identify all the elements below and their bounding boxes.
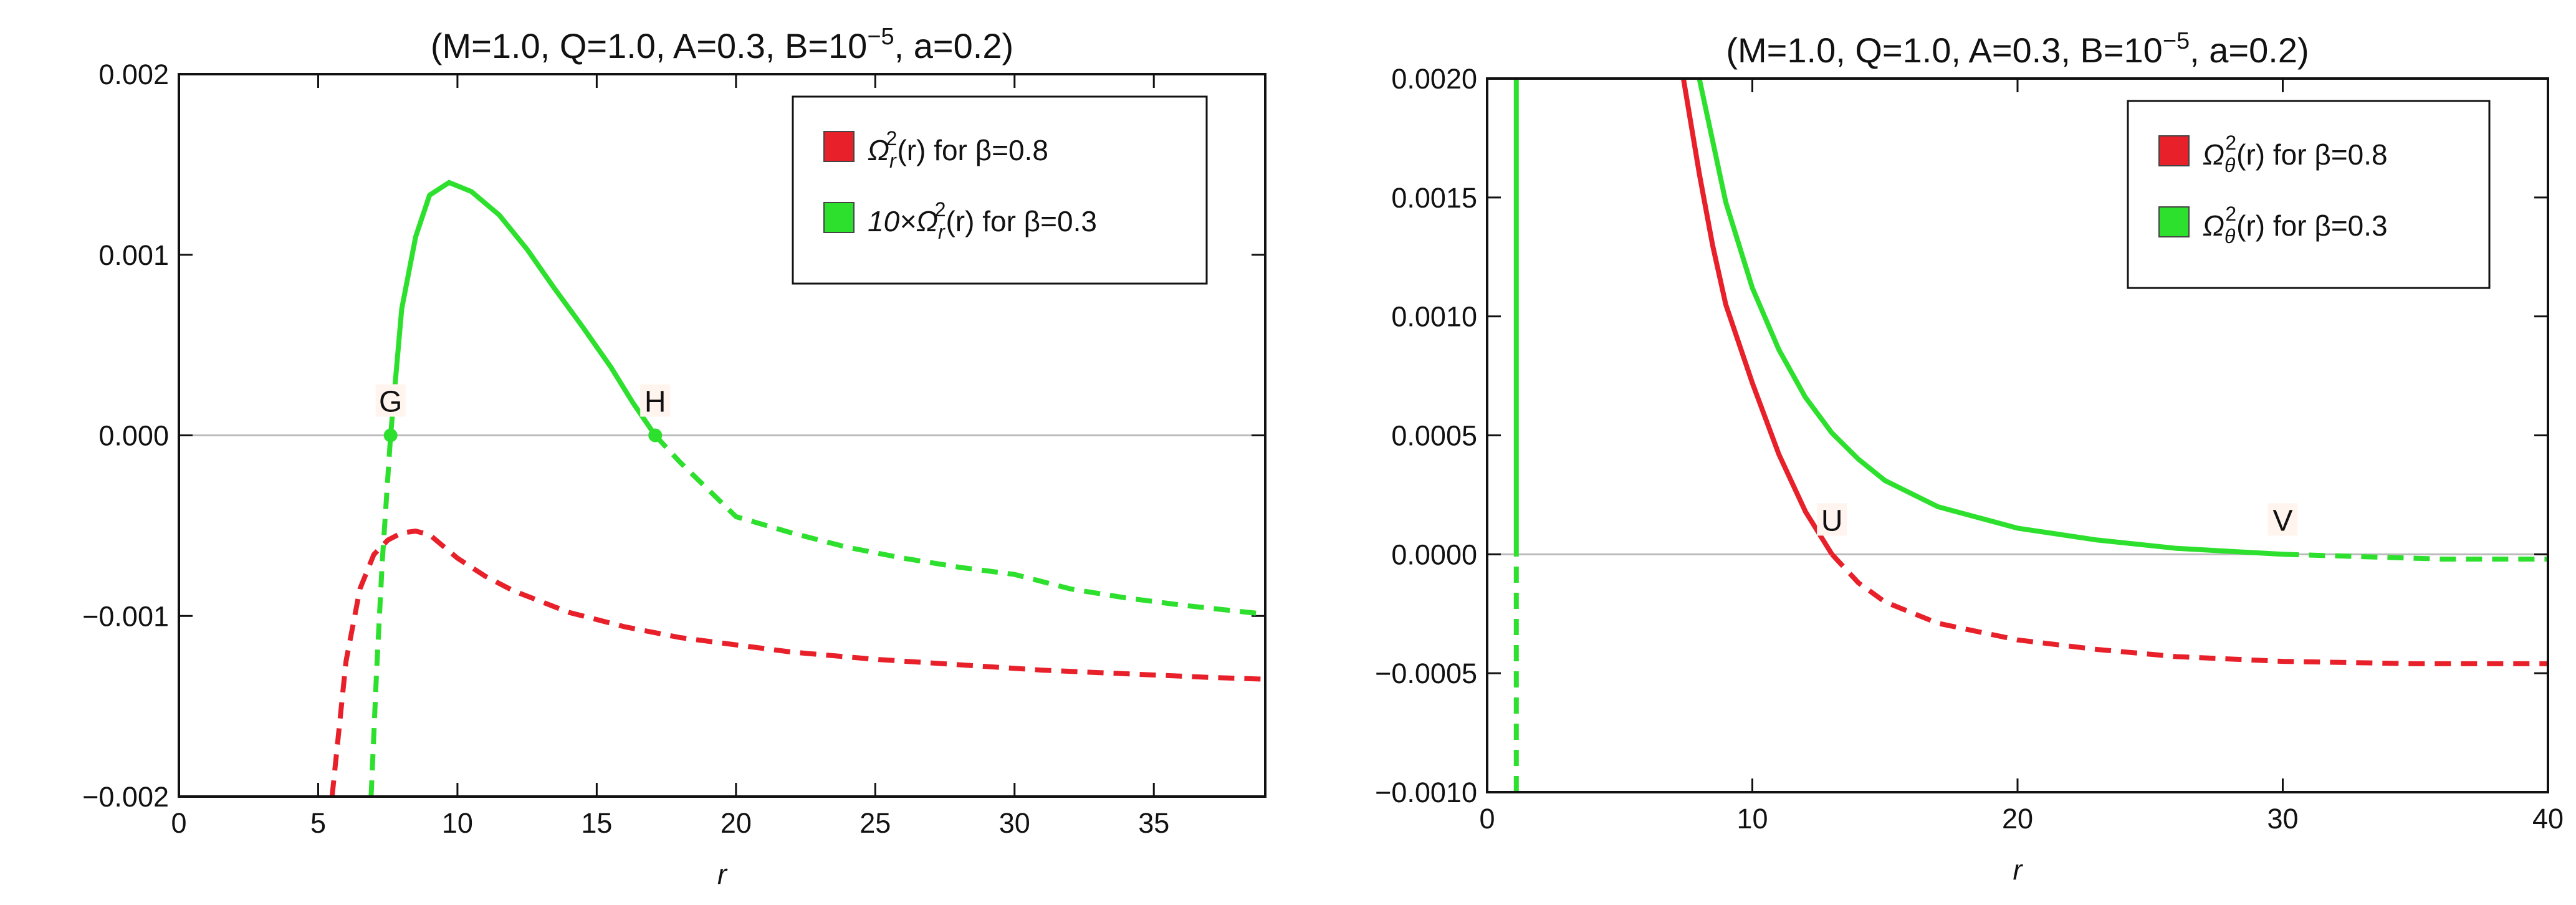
annotation-label: G xyxy=(379,386,402,419)
annotation-bg xyxy=(2267,503,2298,536)
y-tick-label: 0.0020 xyxy=(1391,63,1477,95)
x-tick-label: 0 xyxy=(1479,803,1495,835)
legend-swatch xyxy=(2158,206,2190,237)
legend-label: 10×Ωr2(r) for β=0.3 xyxy=(868,198,1097,243)
legend-part: (r) for β=0.3 xyxy=(2236,209,2387,242)
annotation-dot xyxy=(648,428,663,443)
y-tick-label: −0.001 xyxy=(82,600,169,632)
x-tick-label: 40 xyxy=(2532,803,2564,835)
x-tick-label: 15 xyxy=(581,807,612,839)
plot-area xyxy=(1513,79,2548,792)
x-tick-label: 5 xyxy=(310,807,326,839)
legend-part: θ xyxy=(2224,225,2236,247)
x-tick-label: 20 xyxy=(721,807,752,839)
series-line xyxy=(1697,79,2283,557)
x-tick-label: 20 xyxy=(2002,803,2033,835)
legend-part: Ω xyxy=(2203,138,2224,171)
plot-frame xyxy=(178,73,1266,798)
x-axis-label: r xyxy=(2013,854,2024,886)
legend-box xyxy=(2127,100,2491,289)
plot-frame xyxy=(1486,77,2549,793)
y-tick-label: −0.0005 xyxy=(1375,658,1477,689)
x-tick-label: 0 xyxy=(171,807,186,839)
series-line-dashed xyxy=(653,433,1265,617)
annotation-label: U xyxy=(1821,504,1843,537)
legend-part: 2 xyxy=(2225,203,2236,225)
legend-box xyxy=(792,95,1208,285)
annotation-label: H xyxy=(644,386,666,419)
y-tick-label: 0.001 xyxy=(98,239,169,271)
legend-part: (r) for β=0.8 xyxy=(2236,138,2387,171)
chart-title: (M=1.0, Q=1.0, A=0.3, B=10−5, a=0.2) xyxy=(1726,28,2309,70)
annotation-dot xyxy=(383,428,398,443)
title-part: −5 xyxy=(2163,28,2190,54)
y-tick-label: 0.000 xyxy=(98,420,169,452)
legend-part: Ω xyxy=(2203,209,2224,242)
legend-part: 2 xyxy=(2225,132,2236,154)
title-part: (M=1.0, Q=1.0, A=0.3, B=10 xyxy=(1726,31,2162,70)
y-tick-label: 0.0015 xyxy=(1391,182,1477,214)
legend-part: Ω xyxy=(868,134,889,166)
series-line xyxy=(1680,79,1834,556)
x-tick-label: 30 xyxy=(2267,803,2298,835)
x-tick-label: 10 xyxy=(1736,803,1768,835)
panel: (M=1.0, Q=1.0, A=0.3, B=10−5, a=0.2) 0 10 2… xyxy=(1375,28,2564,886)
x-tick-label: 35 xyxy=(1138,807,1169,839)
series-line xyxy=(388,180,658,437)
chart-title: (M=1.0, Q=1.0, A=0.3, B=10−5, a=0.2) xyxy=(431,24,1013,65)
x-tick-label: 10 xyxy=(442,807,473,839)
plot-area xyxy=(329,180,1265,797)
annotation-label: V xyxy=(2272,504,2292,537)
title-part: , a=0.2) xyxy=(894,26,1013,65)
y-tick-label: −0.002 xyxy=(82,781,169,813)
title-part: −5 xyxy=(867,24,894,50)
legend-part: θ xyxy=(2224,154,2236,176)
title-part: (M=1.0, Q=1.0, A=0.3, B=10 xyxy=(431,26,867,65)
annotation-bg xyxy=(375,384,406,417)
x-tick-label: 25 xyxy=(859,807,891,839)
legend-part: (r) for β=0.3 xyxy=(946,205,1096,237)
annotation-bg xyxy=(640,384,671,417)
series-line-dashed xyxy=(2282,552,2548,562)
series-line-dashed xyxy=(329,529,1265,797)
y-tick-label: −0.0010 xyxy=(1375,777,1477,808)
y-tick-label: 0.0005 xyxy=(1391,420,1477,452)
legend-part: (r) for β=0.8 xyxy=(897,134,1048,166)
legend-part: r xyxy=(889,150,897,172)
legend-part: 2 xyxy=(935,198,946,221)
legend-part: 2 xyxy=(886,127,898,150)
y-tick-label: 0.002 xyxy=(98,59,169,90)
legend-part: r xyxy=(938,221,946,243)
title-part: , a=0.2) xyxy=(2190,31,2309,70)
y-tick-label: 0.0000 xyxy=(1391,539,1477,570)
annotation-bg xyxy=(1817,503,1847,536)
panel: (M=1.0, Q=1.0, A=0.3, B=10−5, a=0.2) 0 5 10… xyxy=(82,24,1266,890)
legend-label: Ωr2(r) for β=0.8 xyxy=(868,127,1048,172)
legend-swatch xyxy=(823,202,855,233)
legend-label: Ωθ2(r) for β=0.8 xyxy=(2203,132,2388,176)
series-line-dashed xyxy=(1830,552,2548,666)
x-axis-label: r xyxy=(717,858,728,890)
series-line-dashed xyxy=(368,435,393,797)
legend-swatch xyxy=(2158,135,2190,166)
legend-swatch xyxy=(823,131,855,162)
y-tick-label: 0.0010 xyxy=(1391,301,1477,333)
legend-label: Ωθ2(r) for β=0.3 xyxy=(2203,203,2388,247)
x-tick-label: 30 xyxy=(999,807,1030,839)
legend-part: 10×Ω xyxy=(868,205,938,237)
